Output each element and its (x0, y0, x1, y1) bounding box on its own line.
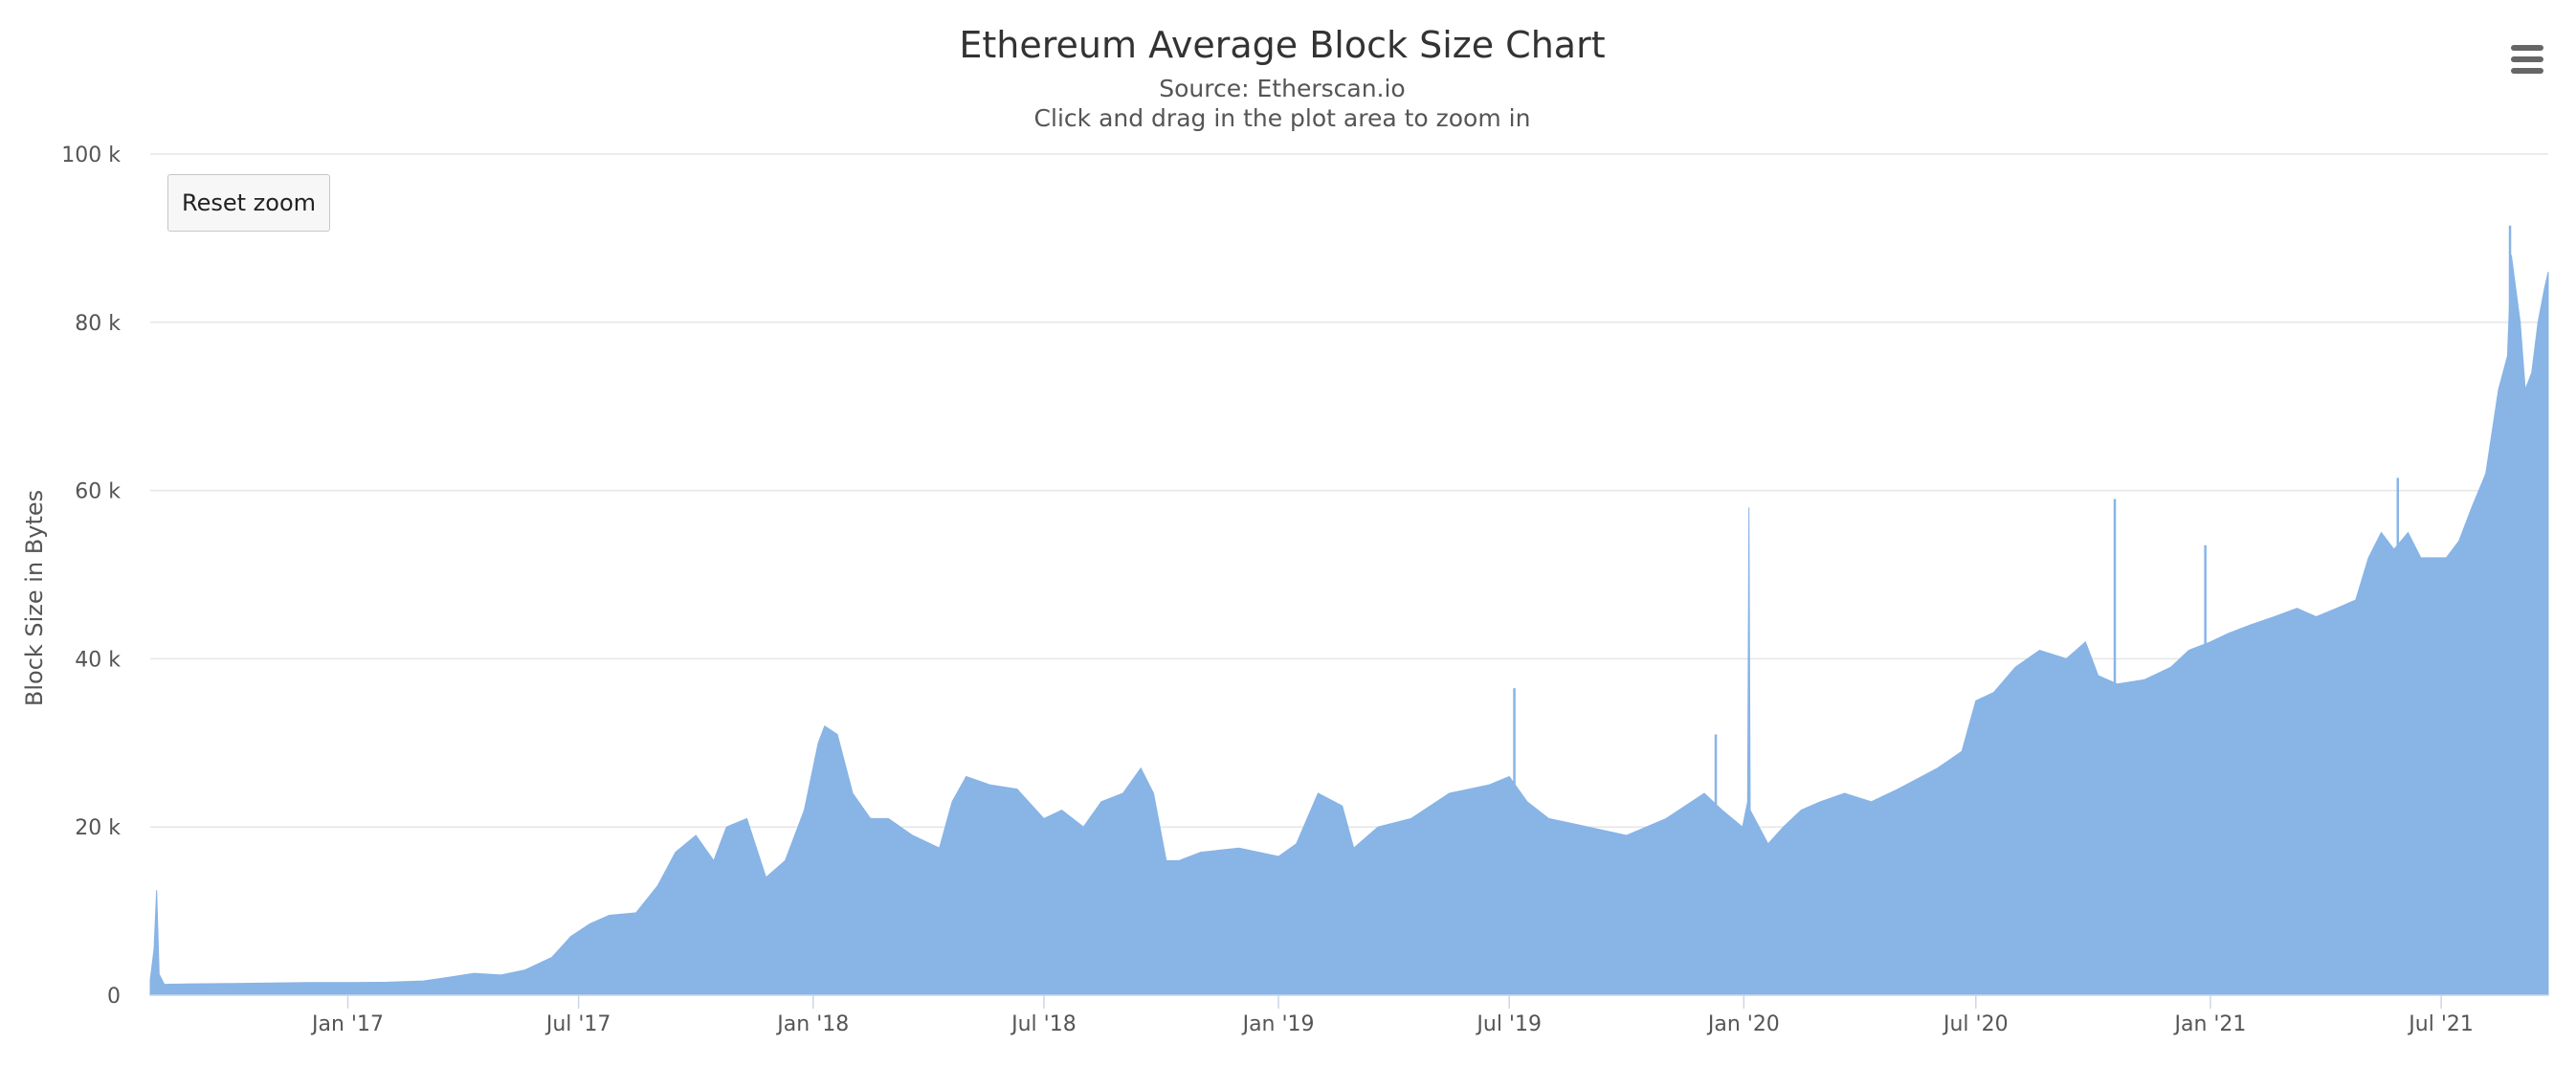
x-tick-label: Jan '17 (310, 1012, 384, 1036)
x-tick-label: Jul '21 (2407, 1012, 2474, 1036)
x-tick-label: Jan '19 (1241, 1012, 1315, 1036)
chart-subtitle-source: Source: Etherscan.io (1159, 75, 1405, 102)
chart-title: Ethereum Average Block Size Chart (959, 24, 1605, 66)
chart-subtitle-hint: Click and drag in the plot area to zoom … (1034, 104, 1531, 132)
series-area[interactable] (149, 225, 2549, 996)
menu-icon-bar (2511, 56, 2543, 62)
y-tick-label: 100 k (61, 144, 121, 167)
menu-icon-bar (2511, 68, 2543, 74)
y-tick-label: 0 (107, 985, 121, 1009)
x-tick-label: Jan '21 (2172, 1012, 2246, 1036)
x-tick-label: Jul '18 (1010, 1012, 1077, 1036)
x-tick-label: Jan '20 (1706, 1012, 1780, 1036)
series-0-area[interactable] (149, 255, 2549, 996)
axes: 0 20 k 40 k 60 k 80 k 100 k Jan '17 Jul '17 Jan … (61, 144, 2548, 1036)
y-tick-label: 20 k (75, 816, 121, 840)
y-tick-label: 60 k (75, 480, 121, 504)
reset-zoom-button[interactable]: Reset zoom (167, 174, 330, 232)
y-tick-label: 40 k (75, 648, 121, 672)
y-tick-label: 80 k (75, 312, 121, 336)
menu-icon-bar (2511, 45, 2543, 51)
x-tick-label: Jul '17 (544, 1012, 611, 1036)
x-tick-label: Jul '20 (1942, 1012, 2009, 1036)
y-axis-title: Block Size in Bytes (21, 490, 48, 706)
x-tick-label: Jan '18 (775, 1012, 849, 1036)
chart-menu-button[interactable] (2501, 36, 2553, 82)
x-tick-label: Jul '19 (1475, 1012, 1542, 1036)
